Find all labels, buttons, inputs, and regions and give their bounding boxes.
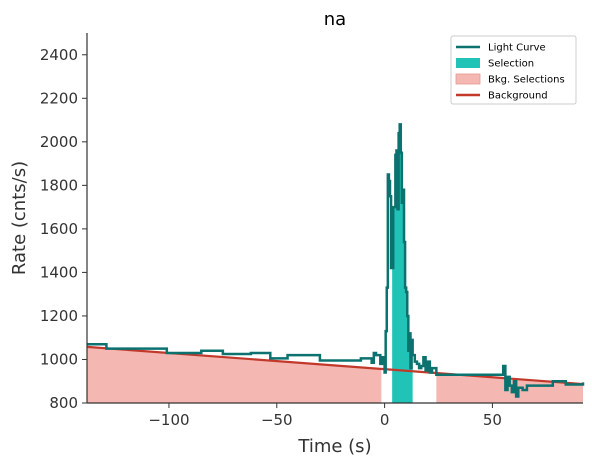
light-curve-layer bbox=[87, 123, 585, 398]
chart-title: na bbox=[324, 9, 346, 30]
legend-label: Bkg. Selections bbox=[488, 75, 565, 86]
y-tick-label: 1000 bbox=[40, 350, 78, 368]
x-tick-label: −100 bbox=[148, 411, 189, 429]
light-curve-line bbox=[87, 123, 585, 398]
y-tick-label: 1400 bbox=[40, 263, 78, 281]
y-tick-label: 1800 bbox=[40, 176, 78, 194]
x-tick-label: −50 bbox=[261, 411, 293, 429]
legend: Light Curve Selection Bkg. Selections Backg… bbox=[450, 35, 577, 105]
y-tick-label: 800 bbox=[49, 394, 78, 412]
legend-item: Light Curve bbox=[456, 43, 546, 54]
bkg-selection-region bbox=[436, 373, 583, 403]
legend-label: Selection bbox=[488, 59, 534, 70]
x-tick-label: 0 bbox=[380, 411, 390, 429]
legend-label: Background bbox=[488, 91, 548, 102]
x-axis-title: Time (s) bbox=[297, 436, 371, 457]
y-tick-label: 1200 bbox=[40, 307, 78, 325]
legend-frame bbox=[450, 35, 577, 105]
y-tick-label: 2000 bbox=[40, 133, 78, 151]
legend-swatch-patch bbox=[455, 73, 481, 85]
y-tick-label: 2200 bbox=[40, 89, 78, 107]
legend-item: Selection bbox=[456, 58, 534, 70]
y-axis-title: Rate (cnts/s) bbox=[9, 161, 30, 275]
legend-item: Background bbox=[456, 91, 548, 102]
axes bbox=[86, 33, 583, 404]
y-tick-label: 2400 bbox=[40, 46, 78, 64]
bkg-selection-layer bbox=[87, 346, 583, 403]
x-tick-label: 50 bbox=[483, 411, 502, 429]
ticks: −100 −50 0 50 800 1000 1200 1400 1600 1800 2000 220… bbox=[40, 46, 502, 429]
y-tick-label: 1600 bbox=[40, 220, 78, 238]
legend-item: Bkg. Selections bbox=[455, 73, 565, 86]
legend-label: Light Curve bbox=[488, 43, 546, 54]
legend-swatch-patch bbox=[456, 58, 480, 68]
bkg-selection-region bbox=[87, 346, 382, 403]
